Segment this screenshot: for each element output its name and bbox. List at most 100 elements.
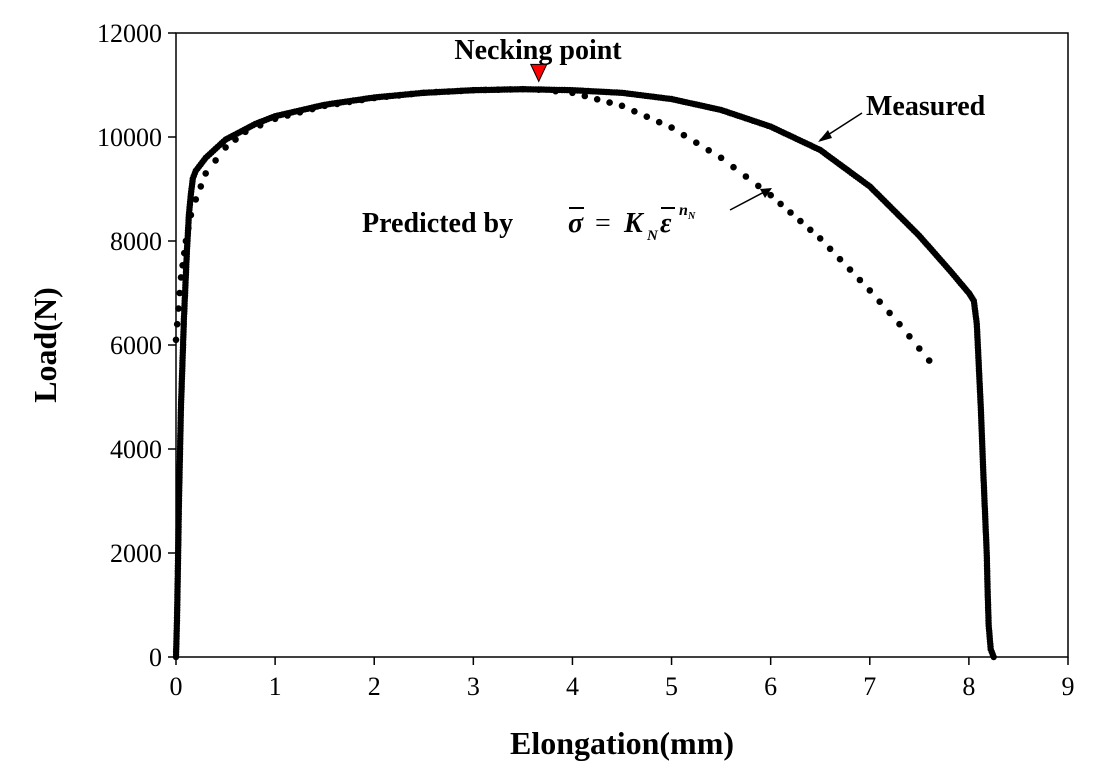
y-tick-label: 2000 bbox=[110, 539, 162, 568]
predicted-point bbox=[742, 173, 750, 180]
predicted-point bbox=[202, 170, 209, 177]
predicted-arrow bbox=[729, 189, 769, 211]
predicted-point bbox=[181, 249, 188, 257]
predicted-point bbox=[787, 209, 794, 216]
predicted-point bbox=[432, 88, 440, 96]
y-tick-label: 10000 bbox=[97, 123, 162, 152]
x-tick-label: 2 bbox=[368, 672, 381, 701]
predicted-point bbox=[668, 124, 675, 131]
measured-series bbox=[172, 86, 997, 661]
predicted-point bbox=[535, 86, 542, 93]
x-tick-label: 3 bbox=[467, 672, 480, 701]
y-tick-label: 12000 bbox=[97, 19, 162, 48]
predicted-point bbox=[482, 86, 490, 94]
predicted-point bbox=[346, 98, 353, 106]
predicted-point bbox=[395, 92, 403, 99]
predicted-point bbox=[826, 245, 834, 253]
y-tick-label: 0 bbox=[149, 643, 162, 672]
predicted-point bbox=[296, 109, 304, 116]
predicted-label: Predicted by bbox=[362, 208, 513, 239]
x-tick-label: 7 bbox=[863, 672, 876, 701]
predicted-point bbox=[242, 128, 249, 136]
predicted-point bbox=[212, 157, 219, 164]
formula-k: K bbox=[623, 208, 645, 239]
x-tick-label: 0 bbox=[170, 672, 183, 701]
predicted-point bbox=[767, 191, 774, 199]
predicted-point bbox=[655, 118, 663, 126]
predicted-point bbox=[631, 108, 638, 115]
formula-n-sub-subscript: N bbox=[687, 211, 696, 222]
predicted-point bbox=[358, 96, 366, 104]
predicted-point bbox=[507, 86, 514, 93]
predicted-point bbox=[470, 86, 477, 94]
predicted-point bbox=[232, 136, 239, 143]
predicted-point bbox=[581, 92, 589, 100]
measured-point bbox=[990, 653, 997, 661]
formula-k-subscript: N bbox=[646, 228, 659, 244]
x-tick-label: 5 bbox=[665, 672, 678, 701]
y-axis-ticks: 0 2000 4000 6000 8000 10000 12000 bbox=[97, 19, 176, 672]
x-tick-label: 9 bbox=[1062, 672, 1075, 701]
predicted-point bbox=[383, 93, 390, 100]
predicted-point bbox=[256, 122, 264, 129]
predicted-point bbox=[705, 147, 712, 154]
predicted-point bbox=[173, 320, 181, 328]
predicted-point bbox=[777, 200, 784, 208]
predicted-point bbox=[906, 333, 913, 340]
predicted-point bbox=[172, 336, 180, 344]
formula-epsilon-bar: ε bbox=[660, 208, 672, 239]
predicted-point bbox=[680, 131, 688, 139]
predicted-point bbox=[730, 163, 737, 171]
predicted-point bbox=[916, 345, 923, 352]
predicted-point bbox=[176, 289, 183, 297]
predicted-point bbox=[457, 87, 465, 95]
x-tick-label: 8 bbox=[962, 672, 975, 701]
predicted-point bbox=[856, 276, 864, 284]
formula-sigma-bar: σ bbox=[568, 208, 584, 239]
measured-label: Measured bbox=[866, 91, 986, 122]
predicted-point bbox=[552, 87, 559, 95]
x-tick-label: 4 bbox=[566, 672, 579, 701]
necking-point-marker bbox=[529, 63, 548, 83]
predicted-point bbox=[284, 112, 291, 119]
predicted-point bbox=[177, 274, 185, 281]
x-tick-label: 6 bbox=[764, 672, 777, 701]
y-axis-title: Load(N) bbox=[27, 287, 63, 403]
predicted-point bbox=[321, 102, 329, 110]
predicted-point bbox=[408, 90, 415, 98]
predicted-point bbox=[519, 85, 527, 93]
predicted-point bbox=[866, 287, 874, 294]
predicted-point bbox=[197, 183, 205, 190]
predicted-point bbox=[271, 115, 279, 123]
predicted-point bbox=[618, 102, 626, 110]
x-axis-ticks: 0 1 2 3 4 5 6 7 8 9 bbox=[170, 657, 1075, 701]
predicted-point bbox=[333, 100, 341, 108]
y-tick-label: 4000 bbox=[110, 435, 162, 464]
predicted-series bbox=[172, 85, 933, 364]
predicted-point bbox=[309, 105, 316, 113]
predicted-point bbox=[717, 154, 725, 162]
predicted-point bbox=[755, 182, 762, 190]
predicted-point bbox=[222, 144, 229, 151]
predicted-point bbox=[182, 237, 190, 245]
necking-point-label: Necking point bbox=[454, 35, 622, 66]
predicted-point bbox=[179, 262, 186, 269]
predicted-point bbox=[593, 96, 601, 103]
y-tick-label: 8000 bbox=[110, 227, 162, 256]
formula-equals: = bbox=[595, 208, 611, 239]
predicted-point bbox=[886, 309, 893, 317]
measured-arrow-head bbox=[818, 130, 832, 142]
predicted-point bbox=[494, 86, 502, 93]
predicted-point bbox=[925, 357, 933, 364]
predicted-point bbox=[846, 266, 854, 273]
predicted-arrow-head bbox=[760, 188, 772, 198]
predicted-point bbox=[807, 226, 814, 234]
x-tick-label: 1 bbox=[269, 672, 282, 701]
predicted-point bbox=[643, 113, 651, 120]
predicted-point bbox=[445, 88, 452, 95]
measured-line bbox=[175, 88, 995, 658]
predicted-point bbox=[185, 224, 192, 232]
x-axis-title: Elongation(mm) bbox=[510, 725, 734, 761]
predicted-point bbox=[175, 305, 182, 312]
